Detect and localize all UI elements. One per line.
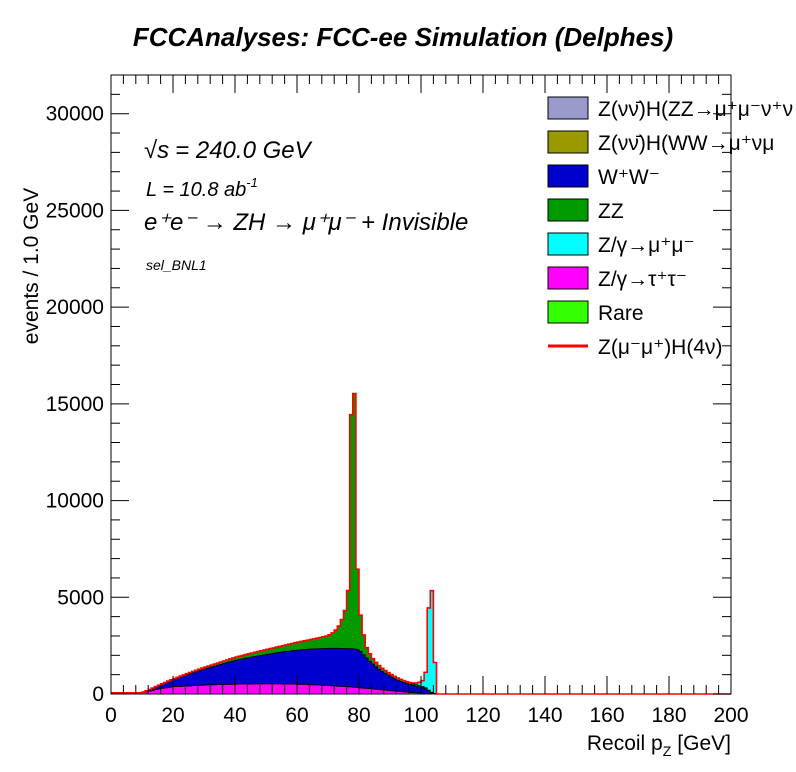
y-axis-label: events / 1.0 GeV <box>20 188 43 344</box>
legend-label: Z(νν̄)H(WW→μ⁺νμ <box>598 132 774 155</box>
legend-label: Z(μ⁻μ⁺)H(4ν) <box>598 336 723 359</box>
x-tick-label: 100 <box>403 704 438 727</box>
legend-swatch <box>547 96 589 120</box>
x-axis-label-sub: Z <box>663 743 672 759</box>
x-tick-label: 20 <box>161 704 184 727</box>
x-tick-label: 0 <box>105 704 117 727</box>
legend: Z(νν̄)H(ZZ→μ⁺μ⁻ν⁺ν Z(νν̄)H(WW→μ⁺νμ W⁺W⁻ ZZ Z… <box>547 96 793 359</box>
legend-swatch <box>547 130 589 154</box>
y-tick-label: 30000 <box>46 103 104 126</box>
legend-label: ZZ <box>598 200 624 223</box>
legend-label: Z/γ→μ⁺μ⁻ <box>598 234 695 257</box>
x-tick-label: 80 <box>347 704 370 727</box>
plot-area <box>110 74 732 695</box>
legend-entry: Z(νν̄)H(WW→μ⁺νμ <box>547 130 774 155</box>
x-tick-label: 120 <box>465 704 500 727</box>
legend-entry: W⁺W⁻ <box>547 164 660 189</box>
x-tick-label: 60 <box>285 704 308 727</box>
lumi-value: L = 10.8 ab <box>146 179 246 201</box>
x-tick-label: 200 <box>713 704 748 727</box>
x-tick-label: 140 <box>527 704 562 727</box>
legend-entry: Z/γ→μ⁺μ⁻ <box>547 232 695 257</box>
sqrt-s-symbol: √s <box>144 137 169 164</box>
y-tick-label: 5000 <box>57 586 104 609</box>
legend-label: Rare <box>598 302 644 325</box>
legend-entry: Rare <box>547 300 644 325</box>
x-axis-label-main: Recoil p <box>587 732 663 755</box>
legend-entry: ZZ <box>547 198 624 223</box>
legend-swatch <box>547 164 589 188</box>
legend-label: Z(νν̄)H(ZZ→μ⁺μ⁻ν⁺ν <box>598 98 793 121</box>
x-tick-label: 40 <box>223 704 246 727</box>
sqrt-s-value: = 240.0 GeV <box>175 137 312 164</box>
lumi-exponent: -1 <box>246 175 258 190</box>
plot-frame <box>110 74 732 695</box>
x-tick-label: 160 <box>589 704 624 727</box>
y-tick-label: 0 <box>92 683 104 706</box>
legend-entry: Z/γ→τ⁺τ⁻ <box>547 266 687 291</box>
x-tick-label: 180 <box>651 704 686 727</box>
y-tick-label: 10000 <box>46 490 104 513</box>
annotations: √s = 240.0 GeV L = 10.8 ab-1 e⁺e⁻ → ZH → … <box>144 137 468 273</box>
x-axis-label-unit: [GeV] <box>677 732 731 755</box>
legend-swatch <box>547 198 589 222</box>
legend-swatch <box>547 266 589 290</box>
sqrt-s-text: √s = 240.0 GeV <box>144 137 313 164</box>
signal-layer <box>111 392 731 695</box>
tick-layer <box>110 74 732 695</box>
y-tick-label: 15000 <box>46 393 104 416</box>
chart-title: FCCAnalyses: FCC-ee Simulation (Delphes) <box>133 22 673 52</box>
legend-label: W⁺W⁻ <box>598 166 660 189</box>
legend-swatch <box>547 300 589 324</box>
y-tick-label: 20000 <box>46 296 104 319</box>
legend-label: Z/γ→τ⁺τ⁻ <box>598 268 687 291</box>
signal-line <box>111 392 731 695</box>
tick-labels: 0 20 40 60 80 100 120 140 160 180 200 0 5000 10000 150… <box>46 103 749 727</box>
y-tick-label: 25000 <box>46 199 104 222</box>
selection-text: sel_BNL1 <box>146 257 207 273</box>
legend-entry: Z(νν̄)H(ZZ→μ⁺μ⁻ν⁺ν <box>547 96 793 121</box>
x-axis-label: Recoil pZ [GeV] <box>587 732 731 759</box>
legend-swatch <box>547 232 589 256</box>
lumi-text: L = 10.8 ab-1 <box>146 175 258 201</box>
legend-entry: Z(μ⁻μ⁺)H(4ν) <box>548 336 723 359</box>
process-text: e⁺e⁻ → ZH → μ⁺μ⁻ + Invisible <box>144 209 468 236</box>
